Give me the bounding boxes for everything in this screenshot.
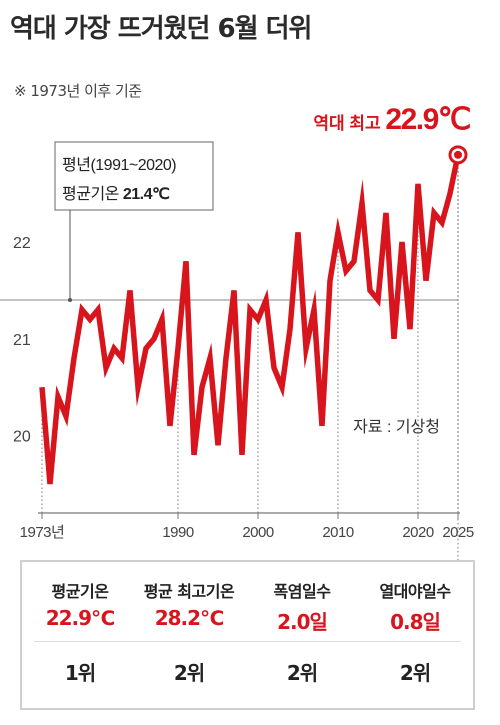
stat-rank: 2위 bbox=[286, 661, 318, 685]
y-tick-label: 21 bbox=[13, 332, 31, 349]
reference-label-prefix: 평균기온 bbox=[62, 185, 123, 203]
stats-panel: 평균기온 22.9℃ 1위 평균 최고기온 28.2℃ 2위 폭염일수 2.0일… bbox=[20, 560, 475, 710]
x-tick-label: 1973년 bbox=[20, 524, 65, 541]
reference-value: 21.4℃ bbox=[123, 186, 170, 203]
baseline-note: ※ 1973년 이후 기준 bbox=[14, 82, 142, 100]
reference-label-line1: 평년(1991~2020) bbox=[62, 156, 176, 174]
x-tick-label: 2010 bbox=[322, 524, 354, 541]
y-tick-label: 20 bbox=[13, 429, 31, 446]
reference-label-line2: 평균기온 21.4℃ bbox=[62, 185, 170, 203]
x-tick-label: 1990 bbox=[162, 524, 194, 541]
temperature-line-chart: 20 21 22 평년(1991~2020) 평균기온 21.4℃ 역대 최고 22.9℃… bbox=[0, 103, 474, 560]
x-tick-label: 2020 bbox=[402, 524, 434, 541]
reference-callout-dot bbox=[68, 298, 72, 303]
record-label-prefix: 역대 최고 bbox=[313, 114, 385, 133]
stats-divider bbox=[34, 641, 461, 642]
stat-value: 22.9℃ bbox=[45, 606, 116, 630]
stat-value: 0.8일 bbox=[390, 610, 441, 634]
record-value: 22.9℃ bbox=[385, 103, 470, 136]
page-title: 역대 가장 뜨거웠던 6월 더위 bbox=[10, 14, 312, 44]
stat-value: 2.0일 bbox=[277, 610, 328, 634]
record-label: 역대 최고 22.9℃ bbox=[313, 103, 470, 136]
stat-value: 28.2℃ bbox=[154, 606, 225, 630]
temperature-series-line bbox=[39, 154, 461, 485]
stat-label: 평균기온 bbox=[51, 582, 109, 601]
reference-callout-box bbox=[54, 141, 214, 211]
source-label: 자료 : 기상청 bbox=[353, 418, 440, 436]
stat-rank: 2위 bbox=[399, 661, 431, 685]
record-marker-inner bbox=[454, 150, 462, 159]
y-tick-label: 22 bbox=[13, 235, 31, 252]
x-tick-label: 2025 bbox=[442, 524, 474, 541]
stat-label: 열대야일수 bbox=[379, 582, 451, 601]
stat-label: 폭염일수 bbox=[273, 582, 331, 601]
stat-rank: 2위 bbox=[173, 661, 205, 685]
stat-label: 평균 최고기온 bbox=[143, 582, 235, 601]
stat-rank: 1위 bbox=[64, 661, 96, 685]
x-tick-label: 2000 bbox=[242, 524, 274, 541]
